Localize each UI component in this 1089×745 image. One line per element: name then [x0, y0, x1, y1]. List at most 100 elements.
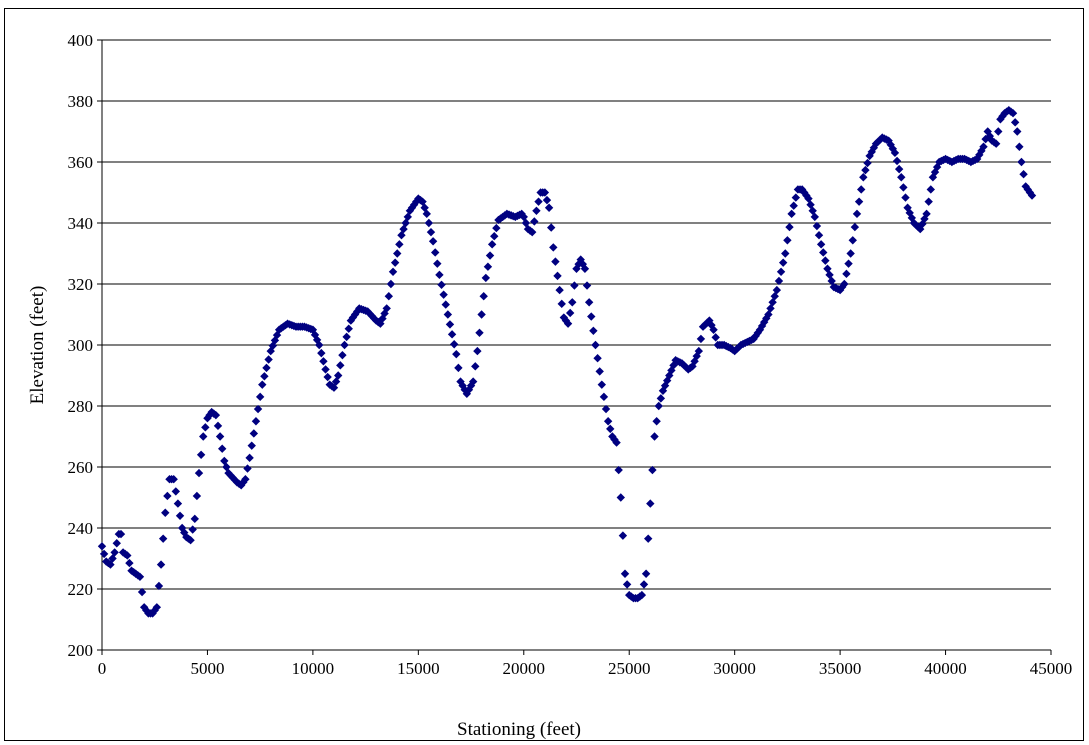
data-point	[519, 212, 528, 222]
data-point	[447, 330, 457, 339]
data-point	[903, 203, 912, 212]
data-point	[852, 209, 862, 219]
data-point	[637, 590, 647, 600]
data-point	[175, 511, 185, 520]
data-point	[774, 276, 784, 286]
x-tick-label: 30000	[713, 659, 756, 678]
data-point	[262, 363, 271, 373]
x-tick-labels: 0 5000 10000 15000 20000 25000 30000 35000 40000…	[98, 659, 1073, 678]
data-point	[433, 259, 442, 268]
data-point	[641, 569, 651, 578]
data-point	[869, 143, 879, 152]
data-point	[471, 362, 480, 371]
data-point	[253, 404, 263, 414]
data-point	[894, 164, 904, 174]
data-point	[201, 423, 210, 432]
y-tick-label: 240	[68, 519, 94, 538]
data-point	[854, 197, 864, 206]
y-tick-label: 260	[68, 458, 94, 477]
data-point	[475, 328, 484, 337]
x-axis-title: Stationing (feet)	[457, 719, 581, 740]
elevation-chart: 200 220 240 260 280 300 320 340 360 380 400 0 5000 1…	[27, 31, 1073, 740]
data-point	[125, 558, 134, 568]
y-tick-label: 360	[68, 153, 94, 172]
data-point	[517, 209, 526, 219]
data-point	[861, 165, 870, 175]
data-point	[338, 350, 347, 360]
data-point	[612, 438, 621, 447]
grid-layer	[102, 39, 1051, 651]
data-point	[650, 432, 659, 441]
data-point	[445, 320, 455, 329]
data-point	[186, 536, 195, 545]
data-point	[656, 394, 666, 403]
data-point	[218, 444, 227, 453]
data-point	[842, 269, 851, 279]
data-point	[776, 267, 786, 276]
data-point	[778, 258, 788, 267]
data-point	[258, 380, 267, 389]
y-tick-label: 320	[68, 275, 94, 294]
data-point	[622, 580, 632, 589]
data-point	[485, 251, 495, 260]
y-tick-label: 300	[68, 336, 94, 355]
data-point	[850, 222, 860, 232]
data-point	[565, 308, 575, 318]
data-point	[449, 340, 459, 349]
y-tick-label: 400	[68, 31, 94, 50]
data-point	[260, 372, 269, 381]
data-point	[199, 432, 208, 441]
data-point	[393, 249, 402, 258]
data-point	[139, 603, 149, 612]
data-point	[158, 534, 168, 543]
y-tick-label: 340	[68, 214, 94, 233]
data-point	[188, 525, 197, 534]
data-point	[441, 300, 450, 309]
data-point	[996, 115, 1005, 124]
data-point	[492, 223, 501, 233]
data-point	[764, 310, 773, 319]
data-point	[1025, 188, 1035, 197]
data-point	[985, 131, 995, 141]
x-tick-label: 25000	[608, 659, 651, 678]
data-point	[388, 267, 398, 276]
data-point	[654, 401, 663, 411]
data-point	[477, 310, 486, 319]
data-point	[161, 508, 170, 517]
data-point	[563, 319, 573, 328]
y-tick-label: 200	[68, 641, 94, 660]
data-point	[211, 410, 221, 420]
data-point	[192, 491, 202, 501]
data-point	[534, 197, 543, 206]
y-axis-title: Elevation (feet)	[27, 286, 48, 405]
data-point	[1008, 109, 1018, 118]
data-point	[616, 493, 625, 502]
x-tick-label: 40000	[924, 659, 967, 678]
data-point	[546, 223, 556, 232]
data-point	[255, 392, 265, 402]
data-point	[1019, 170, 1028, 179]
data-point	[479, 292, 488, 301]
data-point	[135, 572, 145, 581]
data-point	[215, 432, 225, 441]
axis-layer	[97, 39, 1052, 655]
data-point	[395, 240, 404, 249]
y-tick-label: 220	[68, 580, 94, 599]
y-tick-label: 380	[68, 92, 94, 111]
data-point	[213, 421, 223, 431]
data-point	[336, 361, 345, 370]
data-point	[591, 340, 600, 350]
data-point	[384, 292, 394, 301]
data-point	[840, 279, 849, 289]
data-point	[123, 551, 132, 560]
data-point	[490, 232, 499, 241]
data-point	[428, 237, 438, 246]
data-point	[975, 150, 984, 160]
data-point	[340, 340, 349, 350]
data-point	[1013, 127, 1022, 136]
data-point	[865, 151, 874, 161]
data-point	[757, 321, 767, 331]
data-point	[487, 240, 497, 249]
data-point	[781, 249, 790, 258]
data-point	[812, 221, 822, 231]
